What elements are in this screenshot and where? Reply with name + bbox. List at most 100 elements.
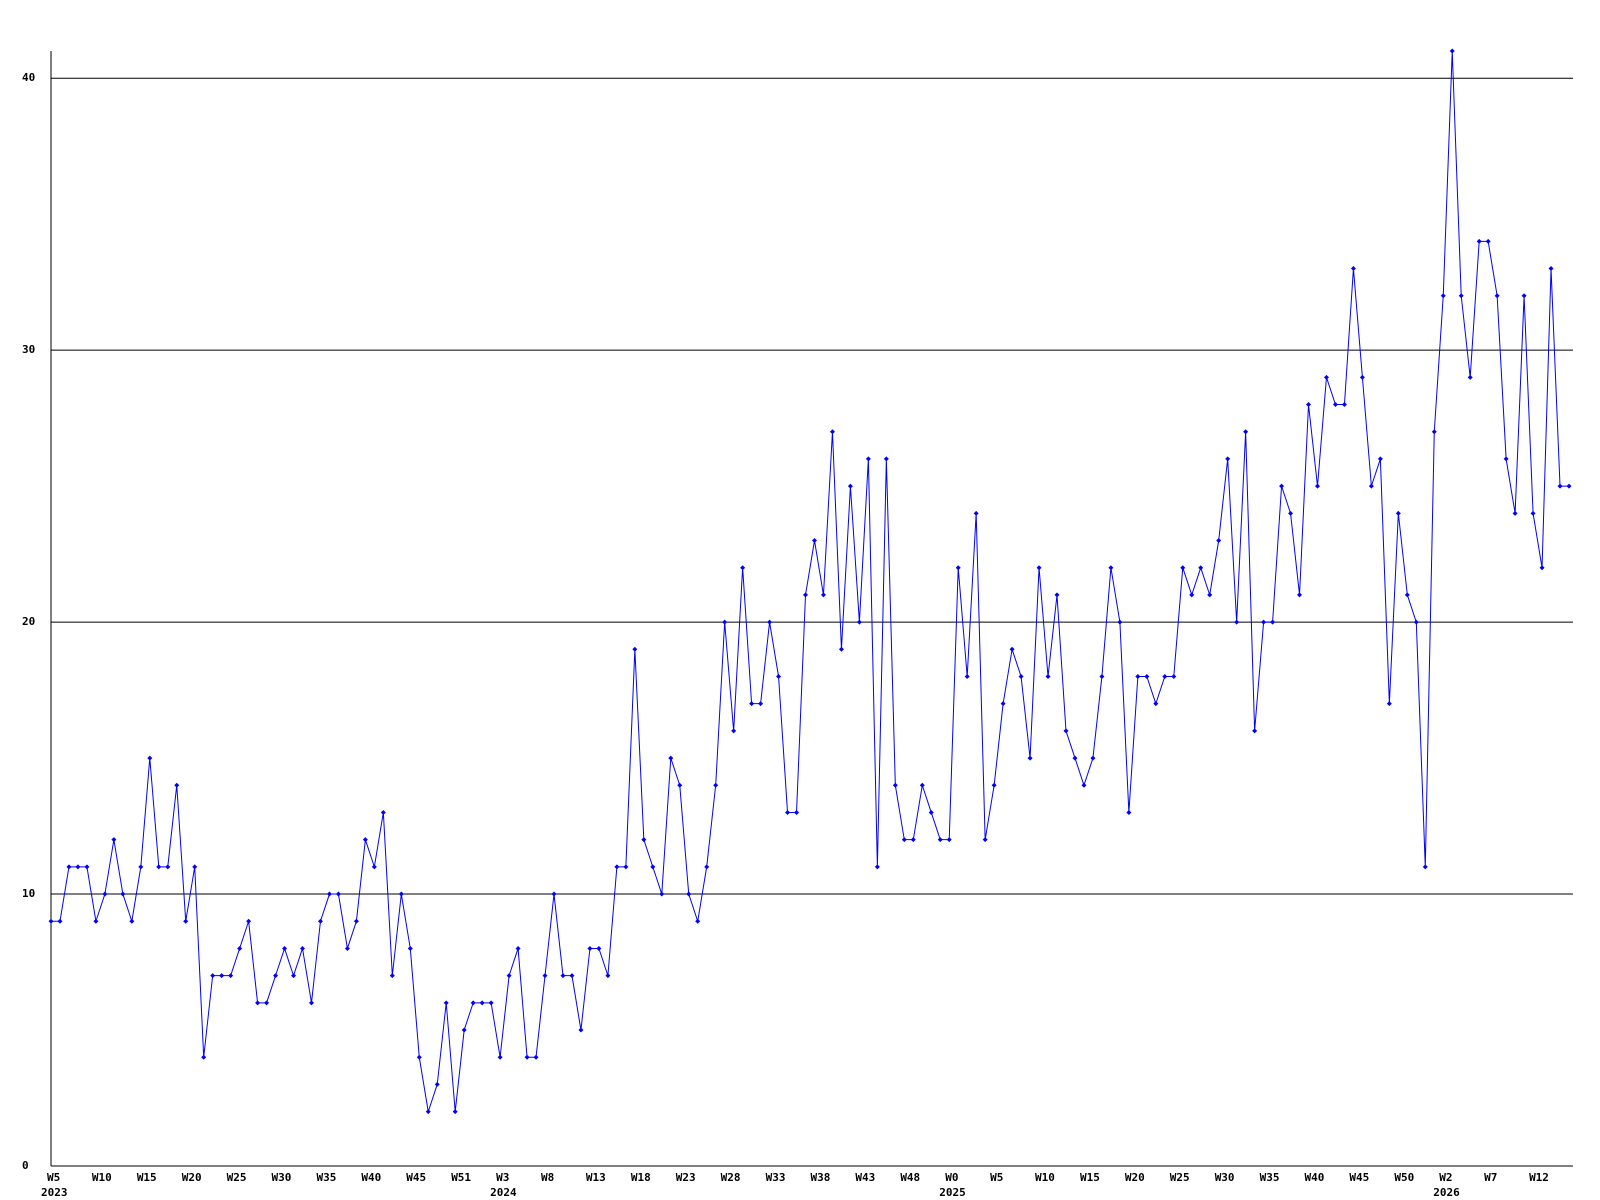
data-point <box>1189 592 1195 598</box>
x-tick-label: W7 <box>1484 1171 1497 1184</box>
data-point <box>398 891 404 897</box>
data-point <box>578 1027 584 1033</box>
data-point <box>1548 266 1554 272</box>
data-point <box>901 837 907 843</box>
data-point <box>1018 673 1024 679</box>
data-point <box>291 973 297 979</box>
data-point <box>264 1000 270 1006</box>
y-tick-label: 30 <box>22 343 35 356</box>
data-point <box>829 429 835 435</box>
data-point <box>93 918 99 924</box>
x-tick-label: W5 <box>47 1171 60 1184</box>
data-point <box>560 973 566 979</box>
data-point <box>255 1000 261 1006</box>
data-point <box>1566 483 1572 489</box>
data-point <box>1162 673 1168 679</box>
data-point <box>48 918 54 924</box>
x-tick-label: W30 <box>272 1171 292 1184</box>
data-point <box>488 1000 494 1006</box>
year-label: 2025 <box>939 1186 966 1199</box>
data-point <box>282 945 288 951</box>
x-tick-label: W48 <box>900 1171 920 1184</box>
x-tick-label: W40 <box>361 1171 381 1184</box>
data-point <box>731 728 737 734</box>
x-tick-label: W25 <box>1170 1171 1190 1184</box>
data-point <box>892 782 898 788</box>
data-point <box>335 891 341 897</box>
data-point <box>1207 592 1213 598</box>
data-point <box>883 456 889 462</box>
data-point <box>326 891 332 897</box>
data-point <box>1000 701 1006 707</box>
x-tick-label: W5 <box>990 1171 1003 1184</box>
data-point <box>1485 238 1491 244</box>
data-point <box>1108 565 1114 571</box>
data-point <box>1135 673 1141 679</box>
x-tick-label: W45 <box>406 1171 426 1184</box>
x-tick-label: W15 <box>1080 1171 1100 1184</box>
data-point <box>308 1000 314 1006</box>
data-point <box>246 918 252 924</box>
x-tick-label: W51 <box>451 1171 471 1184</box>
data-point <box>371 864 377 870</box>
data-point <box>811 538 817 544</box>
data-point <box>1216 538 1222 544</box>
data-point <box>1350 266 1356 272</box>
data-point <box>1476 238 1482 244</box>
data-point <box>910 837 916 843</box>
data-point <box>210 973 216 979</box>
data-point <box>1539 565 1545 571</box>
data-point <box>1261 619 1267 625</box>
x-tick-label: W35 <box>1260 1171 1280 1184</box>
data-point <box>838 646 844 652</box>
data-point <box>497 1054 503 1060</box>
data-point <box>946 837 952 843</box>
data-point <box>434 1081 440 1087</box>
data-point <box>758 701 764 707</box>
data-point <box>1530 510 1536 516</box>
data-point <box>928 809 934 815</box>
data-point <box>937 837 943 843</box>
x-tick-label: W28 <box>721 1171 741 1184</box>
data-point <box>722 619 728 625</box>
data-point <box>533 1054 539 1060</box>
data-point <box>1368 483 1374 489</box>
data-point <box>524 1054 530 1060</box>
data-point <box>147 755 153 761</box>
data-point <box>1288 510 1294 516</box>
data-point <box>1557 483 1563 489</box>
data-point <box>1117 619 1123 625</box>
data-point <box>120 891 126 897</box>
data-point <box>407 945 413 951</box>
data-point <box>515 945 521 951</box>
data-point <box>1494 293 1500 299</box>
data-point <box>1027 755 1033 761</box>
data-point <box>865 456 871 462</box>
data-point <box>201 1054 207 1060</box>
data-point <box>57 918 63 924</box>
data-point <box>1359 374 1365 380</box>
data-point <box>1171 673 1177 679</box>
data-point <box>174 782 180 788</box>
data-point <box>416 1054 422 1060</box>
data-point <box>237 945 243 951</box>
data-point <box>228 973 234 979</box>
data-point <box>1332 402 1338 408</box>
data-point <box>955 565 961 571</box>
data-point <box>1252 728 1258 734</box>
data-point <box>156 864 162 870</box>
x-tick-label: W12 <box>1529 1171 1549 1184</box>
data-point <box>470 1000 476 1006</box>
x-tick-label: W43 <box>855 1171 875 1184</box>
data-point <box>803 592 809 598</box>
x-tick-label: W18 <box>631 1171 651 1184</box>
data-point <box>129 918 135 924</box>
x-tick-label: W0 <box>945 1171 958 1184</box>
data-point <box>982 837 988 843</box>
data-point <box>785 809 791 815</box>
x-tick-label: W23 <box>676 1171 696 1184</box>
data-point <box>1099 673 1105 679</box>
data-point <box>856 619 862 625</box>
data-point <box>677 782 683 788</box>
